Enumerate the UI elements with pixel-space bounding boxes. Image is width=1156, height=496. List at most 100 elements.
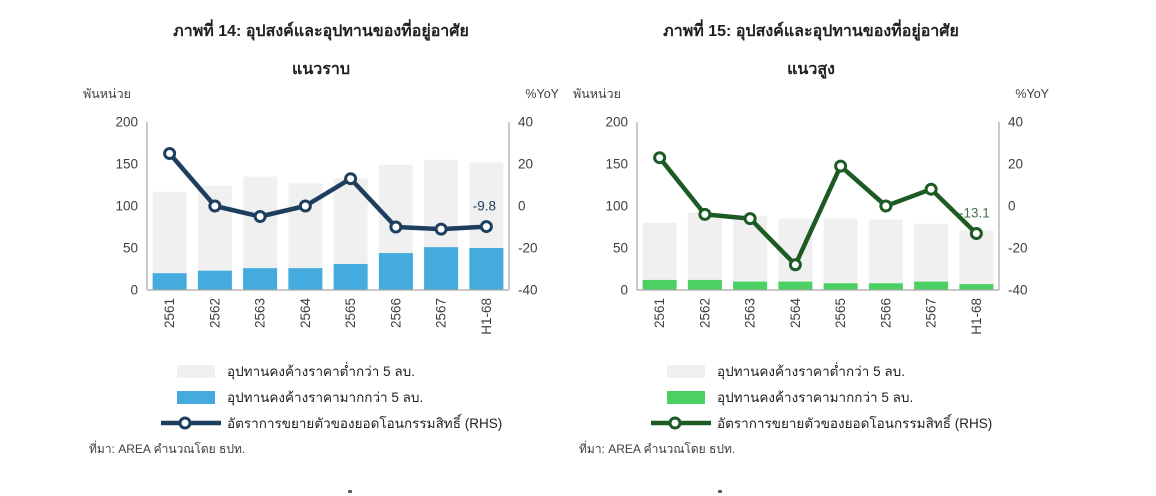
- clipped-next-row-text-fragment: [718, 490, 722, 493]
- data-point-marker: [834, 159, 848, 173]
- right-axis-tick-label: 20: [1008, 157, 1023, 172]
- growth-line-path: [167, 151, 489, 232]
- x-axis-tick-label: 2567: [434, 298, 449, 328]
- bar: [687, 212, 722, 290]
- data-point-marker: [743, 212, 757, 226]
- data-point-marker: [389, 220, 403, 234]
- left-axis-tick-label: 100: [605, 199, 628, 214]
- x-axis-tick-label: H1-68: [969, 298, 984, 335]
- data-point-marker: [344, 172, 358, 186]
- x-axis-tick-label: 2566: [388, 298, 403, 328]
- axis-unit-labels: พันหน่วย %YoY: [83, 87, 560, 101]
- right-axis-tick-label: 20: [518, 157, 533, 172]
- left-axis-tick-label: 150: [605, 157, 628, 172]
- figure-15-legend: อุปทานคงค้างราคาต่ำกว่า 5 ลบ. อุปทานคงค้…: [649, 358, 1051, 436]
- legend-label: อุปทานคงค้างราคามากกว่า 5 ลบ.: [227, 390, 424, 405]
- legend-row-transfer-growth: อัตราการขยายตัวของยอดโอนกรรมสิทธิ์ (RHS): [159, 410, 561, 436]
- right-axis-tick-label: -20: [1008, 241, 1028, 256]
- axis-lines: [146, 122, 510, 291]
- figure-15-panel: ภาพที่ 15: อุปสงค์และอุปทานของที่อยู่อาศ…: [571, 0, 1051, 459]
- figure-15-source-note: ที่มา: AREA คำนวณโดย ธปท.: [579, 442, 736, 456]
- legend-label: อุปทานคงค้างราคาต่ำกว่า 5 ลบ.: [717, 364, 905, 379]
- x-axis-tick-label: H1-68: [479, 298, 494, 335]
- bar: [733, 281, 768, 290]
- left-axis-unit-label: พันหน่วย: [83, 87, 131, 101]
- bars-over-5m: [152, 247, 504, 290]
- last-value-annotation: -13.1: [959, 206, 990, 221]
- x-axis-tick-label: 2564: [298, 298, 313, 329]
- bar: [424, 247, 459, 290]
- left-axis-tick-label: 100: [115, 199, 138, 214]
- bar: [642, 279, 677, 290]
- data-point-marker: [208, 199, 222, 213]
- x-axis-tick-label: 2562: [207, 298, 222, 328]
- x-axis-tick-label: 2562: [697, 298, 712, 328]
- blue-bar-swatch: [177, 390, 215, 404]
- bar: [243, 268, 278, 290]
- right-axis-tick-label: 40: [518, 115, 533, 130]
- data-point-marker: [434, 222, 448, 236]
- bar: [197, 270, 232, 290]
- bar: [868, 283, 903, 290]
- bar: [642, 222, 677, 290]
- axis-lines: [636, 122, 1000, 291]
- legend-glyph-column: [159, 364, 223, 378]
- legend-row-transfer-growth: อัตราการขยายตัวของยอดโอนกรรมสิทธิ์ (RHS): [649, 410, 1051, 436]
- left-axis-tick-label: 200: [115, 115, 138, 130]
- green-bar-swatch: [667, 390, 705, 404]
- last-value-annotation: -9.8: [473, 199, 496, 214]
- data-point-marker: [653, 151, 667, 165]
- legend-glyph-column: [159, 390, 223, 404]
- figure-14-subtitle: แนวราบ: [292, 61, 350, 78]
- right-axis-unit-label: %YoY: [1015, 87, 1049, 101]
- tick-labels: 0 50 100 150 200 -40 -20 0 20 40: [605, 115, 1027, 298]
- legend-row-supply-under-5m: อุปทานคงค้างราคาต่ำกว่า 5 ลบ.: [649, 358, 1051, 384]
- legend-glyph-column: [649, 364, 713, 378]
- bar: [959, 284, 994, 290]
- x-axis-tick-label: 2565: [343, 298, 358, 328]
- figure-14-title: ภาพที่ 14: อุปสงค์และอุปทานของที่อยู่อาศ…: [173, 23, 469, 40]
- gray-bar-swatch: [177, 364, 215, 378]
- x-axis-tick-label: 2567: [924, 298, 939, 328]
- data-point-marker: [479, 220, 493, 234]
- left-axis-tick-label: 0: [620, 283, 628, 298]
- bars-over-5m: [642, 279, 994, 290]
- right-axis-tick-label: -40: [1008, 283, 1028, 298]
- legend-label: อัตราการขยายตัวของยอดโอนกรรมสิทธิ์ (RHS): [717, 416, 993, 431]
- bars-under-5m: [642, 212, 994, 290]
- right-axis-tick-label: -40: [518, 283, 538, 298]
- x-axis-tick-label: 2565: [833, 298, 848, 328]
- bar: [333, 263, 368, 290]
- right-axis-tick-label: -20: [518, 241, 538, 256]
- x-axis-tick-label: 2561: [652, 298, 667, 328]
- data-point-marker: [298, 199, 312, 213]
- bar: [378, 253, 413, 290]
- data-point-marker: [698, 207, 712, 221]
- right-axis-tick-label: 40: [1008, 115, 1023, 130]
- figure-14-source-note: ที่มา: AREA คำนวณโดย ธปท.: [89, 442, 246, 456]
- right-axis-tick-label: 0: [518, 199, 526, 214]
- x-axis-tick-label: 2563: [253, 298, 268, 328]
- figure-14-panel: ภาพที่ 14: อุปสงค์และอุปทานของที่อยู่อาศ…: [81, 0, 561, 459]
- x-axis-tick-label: 2564: [788, 298, 803, 329]
- legend-label: อัตราการขยายตัวของยอดโอนกรรมสิทธิ์ (RHS): [227, 416, 503, 431]
- bar: [778, 281, 813, 290]
- data-point-marker: [879, 199, 893, 213]
- bar: [469, 248, 504, 290]
- x-axis-tick-label: 2563: [743, 298, 758, 328]
- bar: [687, 279, 722, 290]
- data-point-marker: [924, 182, 938, 196]
- left-axis-tick-label: 0: [130, 283, 138, 298]
- legend-label: อุปทานคงค้างราคาต่ำกว่า 5 ลบ.: [227, 364, 415, 379]
- bar: [914, 281, 949, 290]
- legend-glyph-column: [649, 390, 713, 404]
- figure-14-legend: อุปทานคงค้างราคาต่ำกว่า 5 ลบ. อุปทานคงค้…: [159, 358, 561, 436]
- data-point-marker: [969, 227, 983, 241]
- legend-glyph-column: [159, 416, 223, 430]
- bar: [914, 223, 949, 290]
- right-axis-unit-label: %YoY: [525, 87, 559, 101]
- x-axis-labels: 2561 2562 2563 2564 2565 2566 2567 H1-68: [162, 298, 494, 335]
- bar: [959, 230, 994, 290]
